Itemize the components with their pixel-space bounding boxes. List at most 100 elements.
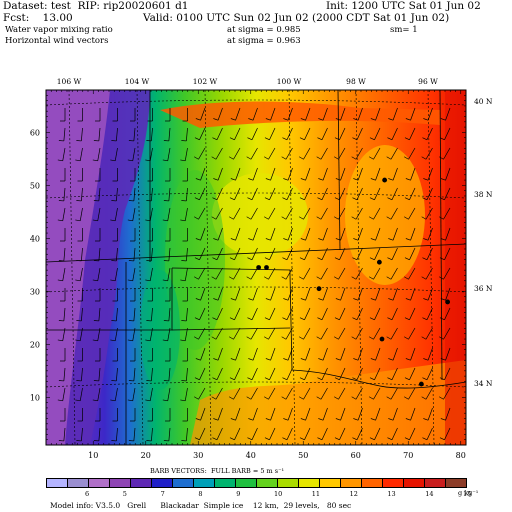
- wind-barb: [334, 427, 346, 441]
- wind-barb: [162, 387, 171, 402]
- wind-barb: [194, 367, 206, 381]
- wind-barb: [76, 127, 83, 142]
- wind-barb: [335, 407, 346, 421]
- wind-barb: [265, 347, 276, 361]
- wind-barb: [75, 147, 83, 162]
- wind-barb: [181, 127, 188, 142]
- wind-barb: [127, 207, 136, 222]
- wind-barb: [422, 127, 433, 141]
- wind-barb: [110, 147, 118, 162]
- wind-barb: [404, 427, 416, 441]
- wind-barb: [352, 307, 363, 321]
- wind-barb: [405, 347, 416, 361]
- city-marker: [256, 265, 262, 270]
- wind-barb: [58, 127, 66, 142]
- wind-barb: [318, 227, 328, 241]
- wind-barb: [386, 267, 398, 280]
- colorbar-tick-label: 7: [160, 490, 165, 498]
- wind-barb: [388, 407, 398, 421]
- wind-barb: [58, 427, 66, 442]
- wind-barb: [438, 267, 451, 280]
- wind-barb: [317, 427, 328, 441]
- wind-barb: [369, 427, 381, 441]
- wind-barb: [60, 168, 66, 182]
- wind-barb: [194, 127, 206, 141]
- wind-barb: [163, 127, 171, 142]
- longitude-label: 96 W: [418, 77, 438, 86]
- colorbar-swatch: [340, 478, 362, 488]
- wind-barb: [75, 327, 83, 342]
- wind-barb: [298, 147, 311, 160]
- wind-barb: [335, 347, 346, 361]
- wind-barb: [351, 387, 363, 400]
- wind-barb: [318, 107, 328, 121]
- wind-barb: [95, 108, 101, 122]
- wind-barb: [368, 147, 381, 160]
- wind-barb: [369, 307, 381, 321]
- field1-label: Water vapor mixing ratio: [5, 25, 113, 35]
- grid-x-label: 20: [141, 451, 151, 460]
- wind-barb: [213, 107, 223, 121]
- wind-barb: [300, 407, 311, 421]
- wind-barb: [182, 288, 188, 302]
- state-boundary: [439, 89, 443, 381]
- wind-barb: [264, 307, 276, 321]
- wind-barb: [421, 327, 433, 340]
- wind-barb: [92, 327, 101, 342]
- wind-barb: [180, 387, 188, 402]
- wind-barb: [299, 127, 311, 141]
- wind-barb: [211, 327, 223, 340]
- wind-barb: [146, 127, 153, 142]
- wind-barb: [248, 167, 258, 181]
- wind-barb: [335, 287, 346, 301]
- wind-barb: [246, 207, 258, 220]
- wind-barb: [110, 327, 118, 342]
- grid-y-label: 10: [30, 393, 40, 402]
- colorbar-tick-label: 8: [198, 490, 203, 498]
- grid-y-label: 50: [30, 181, 40, 190]
- wind-barb: [193, 267, 206, 280]
- longitude-label: 100 W: [277, 77, 302, 86]
- wind-barb: [195, 287, 206, 301]
- wind-barb: [422, 367, 433, 381]
- wind-barb: [351, 147, 363, 160]
- wind-barb: [180, 327, 188, 342]
- wind-barb: [182, 108, 188, 122]
- sigma2-label: at sigma = 0.963: [227, 36, 301, 46]
- wind-barb: [127, 327, 136, 342]
- wind-barb: [213, 347, 223, 361]
- wind-barb: [440, 287, 451, 301]
- wind-barb: [193, 327, 206, 340]
- wind-barb: [93, 427, 101, 442]
- wind-barb: [58, 187, 66, 202]
- latitude-label: 38 N: [474, 190, 493, 199]
- wind-barb: [162, 267, 171, 282]
- sigma1-label: at sigma = 0.985: [227, 25, 301, 35]
- wind-barb: [370, 287, 381, 301]
- wind-barb: [300, 107, 311, 121]
- wind-barb: [130, 288, 136, 302]
- wind-barb: [368, 207, 381, 220]
- wind-barb: [370, 347, 381, 361]
- wind-barb: [162, 207, 171, 222]
- wind-barb: [403, 207, 416, 220]
- wind-barb: [60, 408, 66, 422]
- wind-barb: [181, 427, 188, 442]
- wind-barb: [212, 307, 223, 321]
- longitude-label: 102 W: [193, 77, 218, 86]
- grid-x-label: 50: [298, 451, 308, 460]
- wind-barb: [246, 147, 258, 160]
- axis-ticks: [45, 89, 467, 446]
- wind-barb: [130, 168, 136, 182]
- colorbar-swatch: [382, 478, 404, 488]
- wind-barb: [127, 267, 136, 282]
- wind-barb: [145, 327, 153, 342]
- wind-barb: [353, 227, 363, 241]
- wind-barb: [351, 207, 363, 220]
- wind-barb: [212, 247, 223, 261]
- wind-barb: [404, 247, 416, 261]
- wind-barb: [265, 227, 276, 241]
- wind-barb: [299, 367, 311, 381]
- wind-barb: [145, 387, 153, 402]
